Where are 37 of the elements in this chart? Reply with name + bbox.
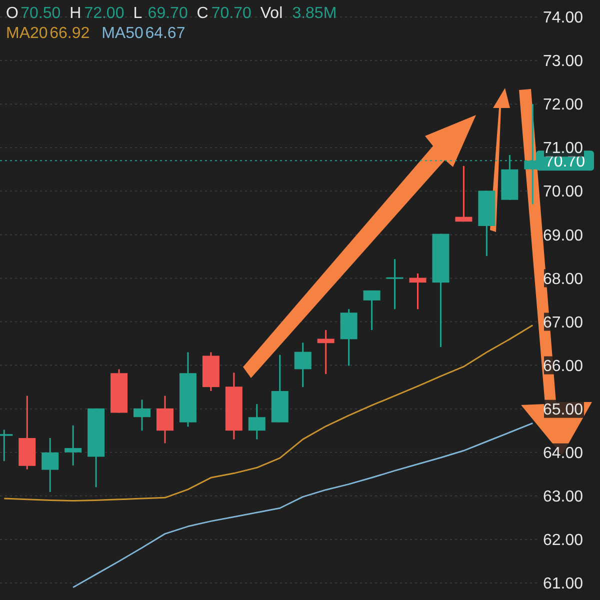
y-tick-label: 73.00 (542, 53, 584, 70)
annotation: H (70, 5, 82, 22)
y-tick-label: 71.00 (542, 140, 584, 158)
y-tick-label: 61.00 (542, 576, 584, 593)
candlestick (409, 272, 426, 310)
y-tick-label: 69.00 (542, 227, 584, 244)
candlestick (156, 395, 174, 444)
y-tick-label: 70.00 (542, 184, 584, 201)
annotation: O (6, 5, 18, 22)
candlestick (42, 437, 59, 493)
annotation: 66.92 (50, 25, 90, 42)
annotation: Vol (260, 5, 283, 22)
candlestick (248, 403, 266, 440)
annotation: C (196, 5, 208, 22)
candlestick (134, 398, 151, 432)
annotation: 69.70 (148, 5, 188, 22)
candlestick (455, 165, 472, 222)
text: MA20 (6, 25, 48, 42)
annotation: 64.67 (145, 25, 186, 42)
annotation: L (133, 5, 142, 22)
annotation: 70.70 (211, 5, 252, 22)
line-series (3, 324, 534, 502)
line-series (72, 422, 534, 588)
candlestick (317, 329, 334, 375)
annotation: 3.85M (292, 5, 337, 22)
candlestick (363, 290, 380, 331)
annotation: 70.50 (20, 5, 61, 22)
candlestick (386, 258, 404, 310)
candlestick (64, 424, 82, 466)
y-tick-label: 64.00 (542, 444, 584, 462)
candlestick (294, 342, 312, 388)
y-tick-label: 62.00 (542, 532, 584, 550)
y-tick-label: 72.00 (542, 96, 584, 114)
text: MA50 (102, 25, 144, 42)
y-tick-label: 74.00 (542, 10, 584, 27)
y-tick-label: 63.00 (542, 488, 584, 506)
annotation: 72.00 (84, 5, 124, 22)
